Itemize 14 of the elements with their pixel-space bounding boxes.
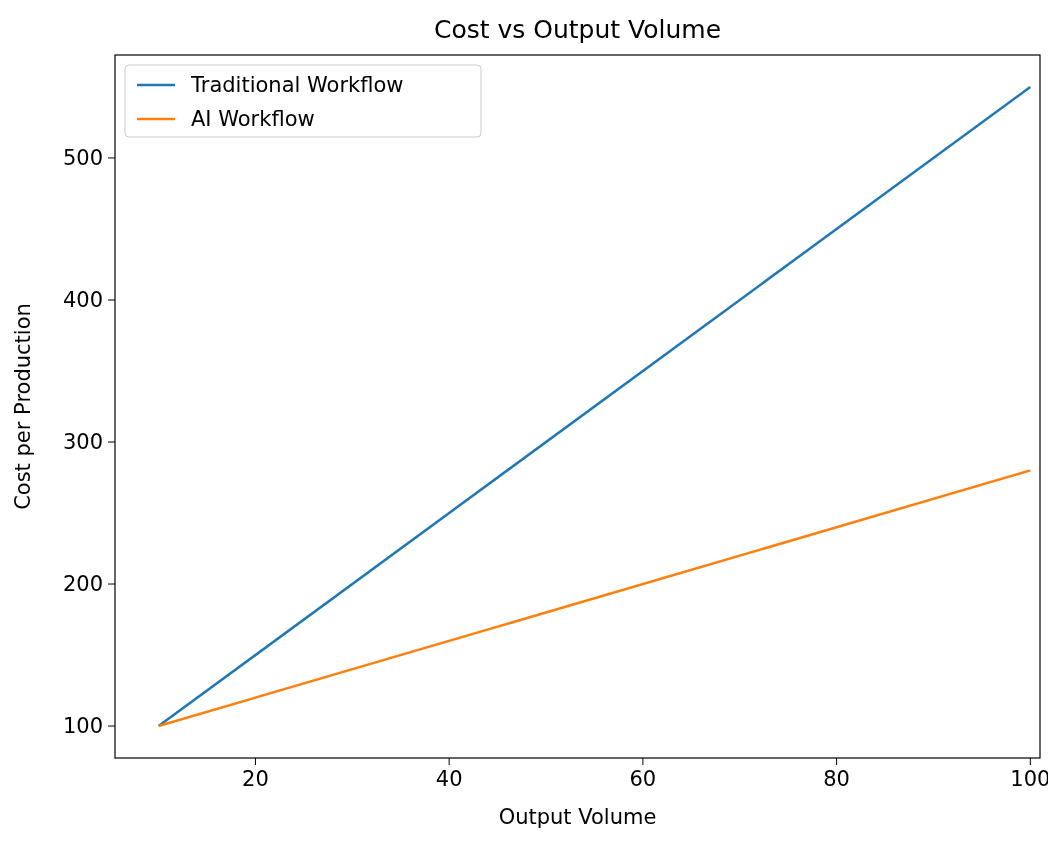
y-axis-title: Cost per Production — [11, 303, 35, 510]
x-tick-label: 80 — [823, 767, 850, 791]
chart-title: Cost vs Output Volume — [433, 15, 722, 44]
legend-label: Traditional Workflow — [190, 73, 404, 98]
y-tick-label: 200 — [62, 572, 103, 597]
x-axis-title: Output Volume — [498, 805, 657, 829]
y-tick-label: 100 — [62, 714, 103, 739]
y-tick-label: 500 — [62, 146, 103, 171]
x-tick-label: 60 — [629, 767, 657, 791]
x-tick-label: 20 — [242, 767, 269, 791]
x-tick-label: 40 — [435, 767, 463, 791]
legend-label: AI Workflow — [191, 107, 315, 132]
y-tick-label: 300 — [62, 430, 103, 455]
y-tick-label: 400 — [62, 288, 103, 313]
